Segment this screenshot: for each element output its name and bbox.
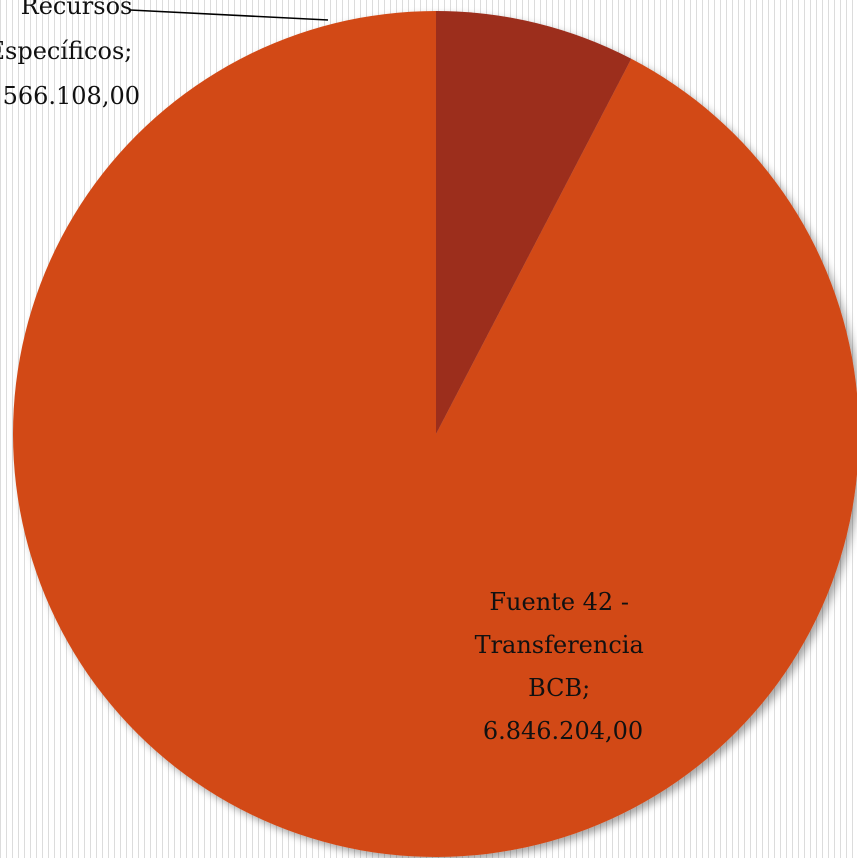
slice-label-recursos: Recursos Específicos; 566.108,00 [0, 0, 140, 110]
slice-label-line: 566.108,00 [3, 82, 140, 110]
slice-label-line: 6.846.204,00 [483, 717, 643, 745]
slice-label-fuente-42: Fuente 42 - Transferencia BCB; 6.846.204… [475, 588, 652, 745]
leader-line-recursos [129, 9, 329, 21]
slice-label-line: Fuente 42 - [489, 588, 629, 616]
pie-slice-recursos-especificos [436, 11, 632, 434]
slice-label-line: Recursos [21, 0, 133, 20]
slice-label-line: BCB; [528, 674, 590, 702]
slice-label-line: Específicos; [0, 37, 132, 65]
pie-slice-fuente-42-transferencia-bcb [12, 11, 857, 857]
slice-label-line: Transferencia [475, 631, 644, 659]
